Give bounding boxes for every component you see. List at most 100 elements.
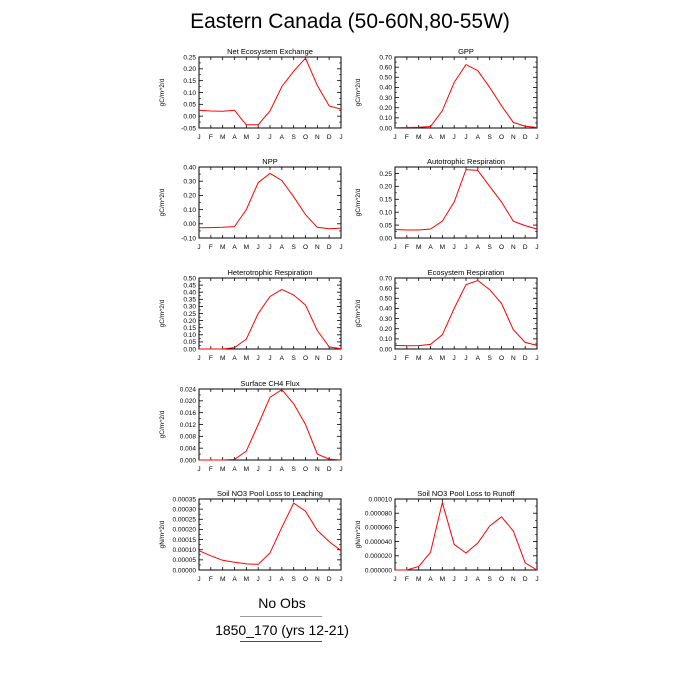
y-tick-label: 0.20 [379,326,392,333]
x-tick-label: A [232,134,237,141]
y-tick-label: 0.30 [379,95,392,102]
plot-frame [394,277,538,350]
x-tick-label: M [244,355,249,362]
x-tick-label: A [476,134,481,141]
x-tick-label: A [280,355,285,362]
x-tick-label: J [257,576,260,583]
y-tick-label: 0.05 [183,339,196,346]
y-tick-label: 0.20 [183,66,196,73]
x-tick-label: J [453,244,456,251]
x-tick-label: F [209,355,213,362]
x-tick-label: S [487,134,492,141]
x-tick-label: M [220,244,225,251]
y-tick-label: 0.20 [379,105,392,112]
y-tick-label: 0.004 [180,445,197,452]
plot-frame [394,56,538,129]
series-line [394,63,538,129]
y-tick-label: 0.10 [379,115,392,122]
y-axis-label: gC/m^2/d [159,299,166,327]
x-tick-label: S [291,355,296,362]
x-tick-label: J [268,466,271,473]
x-tick-label: J [197,576,200,583]
chart-title: Heterotrophic Respiration [227,268,312,277]
x-tick-label: M [220,576,225,583]
x-tick-label: F [405,134,409,141]
y-axis-label: gC/m^2/d [355,188,362,216]
x-tick-label: J [268,355,271,362]
x-tick-label: D [523,576,528,583]
y-tick-label: 0.30 [183,179,196,186]
y-tick-label: 0.00 [379,346,392,353]
x-tick-label: N [315,134,320,141]
y-tick-label: 0.50 [379,296,392,303]
chart-title: Soil NO3 Pool Loss to Leaching [217,489,323,498]
x-tick-label: F [405,355,409,362]
x-tick-label: D [327,244,332,251]
x-tick-label: A [428,244,433,251]
series-line [198,172,342,230]
x-tick-label: S [291,466,296,473]
chart-title: Soil NO3 Pool Loss to Runoff [417,489,515,498]
x-tick-label: F [209,134,213,141]
y-tick-label: 0.05 [183,102,196,109]
y-axis-label: gN/m^2/d [355,520,362,548]
series-line [394,169,538,231]
x-tick-label: M [220,355,225,362]
x-tick-label: M [416,134,421,141]
y-tick-label: -0.05 [181,125,196,132]
y-tick-label: 0.45 [183,282,196,289]
x-tick-label: J [268,576,271,583]
x-tick-label: A [232,244,237,251]
legend-line-1 [240,641,322,642]
y-tick-label: 0.00030 [173,506,197,513]
y-tick-label: 0.10 [379,336,392,343]
x-tick-label: N [511,576,516,583]
x-tick-label: J [268,244,271,251]
x-tick-label: N [511,134,516,141]
y-tick-label: 0.40 [183,164,196,171]
y-tick-label: 0.50 [183,275,196,282]
y-axis-label: gC/m^2/d [159,188,166,216]
x-tick-label: M [244,466,249,473]
x-tick-label: J [393,134,396,141]
x-tick-label: O [303,466,308,473]
x-tick-label: F [209,466,213,473]
y-tick-label: 0.00035 [173,496,197,503]
x-tick-label: A [280,134,285,141]
x-tick-label: A [280,576,285,583]
x-tick-label: J [464,576,467,583]
x-tick-label: J [257,244,260,251]
y-tick-label: 0.000080 [365,511,392,518]
y-tick-label: 0.00005 [173,557,197,564]
x-tick-label: O [303,576,308,583]
x-tick-label: M [440,576,445,583]
x-tick-label: D [523,134,528,141]
y-tick-label: 0.00010 [369,496,393,503]
series-line [199,388,342,461]
x-tick-label: F [209,244,213,251]
x-tick-label: D [327,576,332,583]
x-tick-label: A [232,466,237,473]
y-tick-label: 0.40 [379,306,392,313]
y-tick-label: -0.10 [181,235,196,242]
x-tick-label: J [197,355,200,362]
x-tick-label: M [244,576,249,583]
series-line [395,500,538,571]
chart-title: Ecosystem Respiration [428,268,505,277]
x-tick-label: J [197,244,200,251]
x-tick-label: M [440,355,445,362]
y-axis-label: gC/m^2/d [355,78,362,106]
y-tick-label: 0.10 [183,207,196,214]
x-tick-label: J [257,134,260,141]
y-tick-label: 0.20 [183,193,196,200]
y-tick-label: 0.000040 [365,539,392,546]
x-tick-label: A [232,576,237,583]
plot-frame [198,277,342,350]
series-line [198,57,342,126]
x-tick-label: M [440,134,445,141]
y-tick-label: 0.35 [183,297,196,304]
x-tick-label: J [453,355,456,362]
x-tick-label: O [303,355,308,362]
y-axis-label: gC/m^2/d [159,78,166,106]
